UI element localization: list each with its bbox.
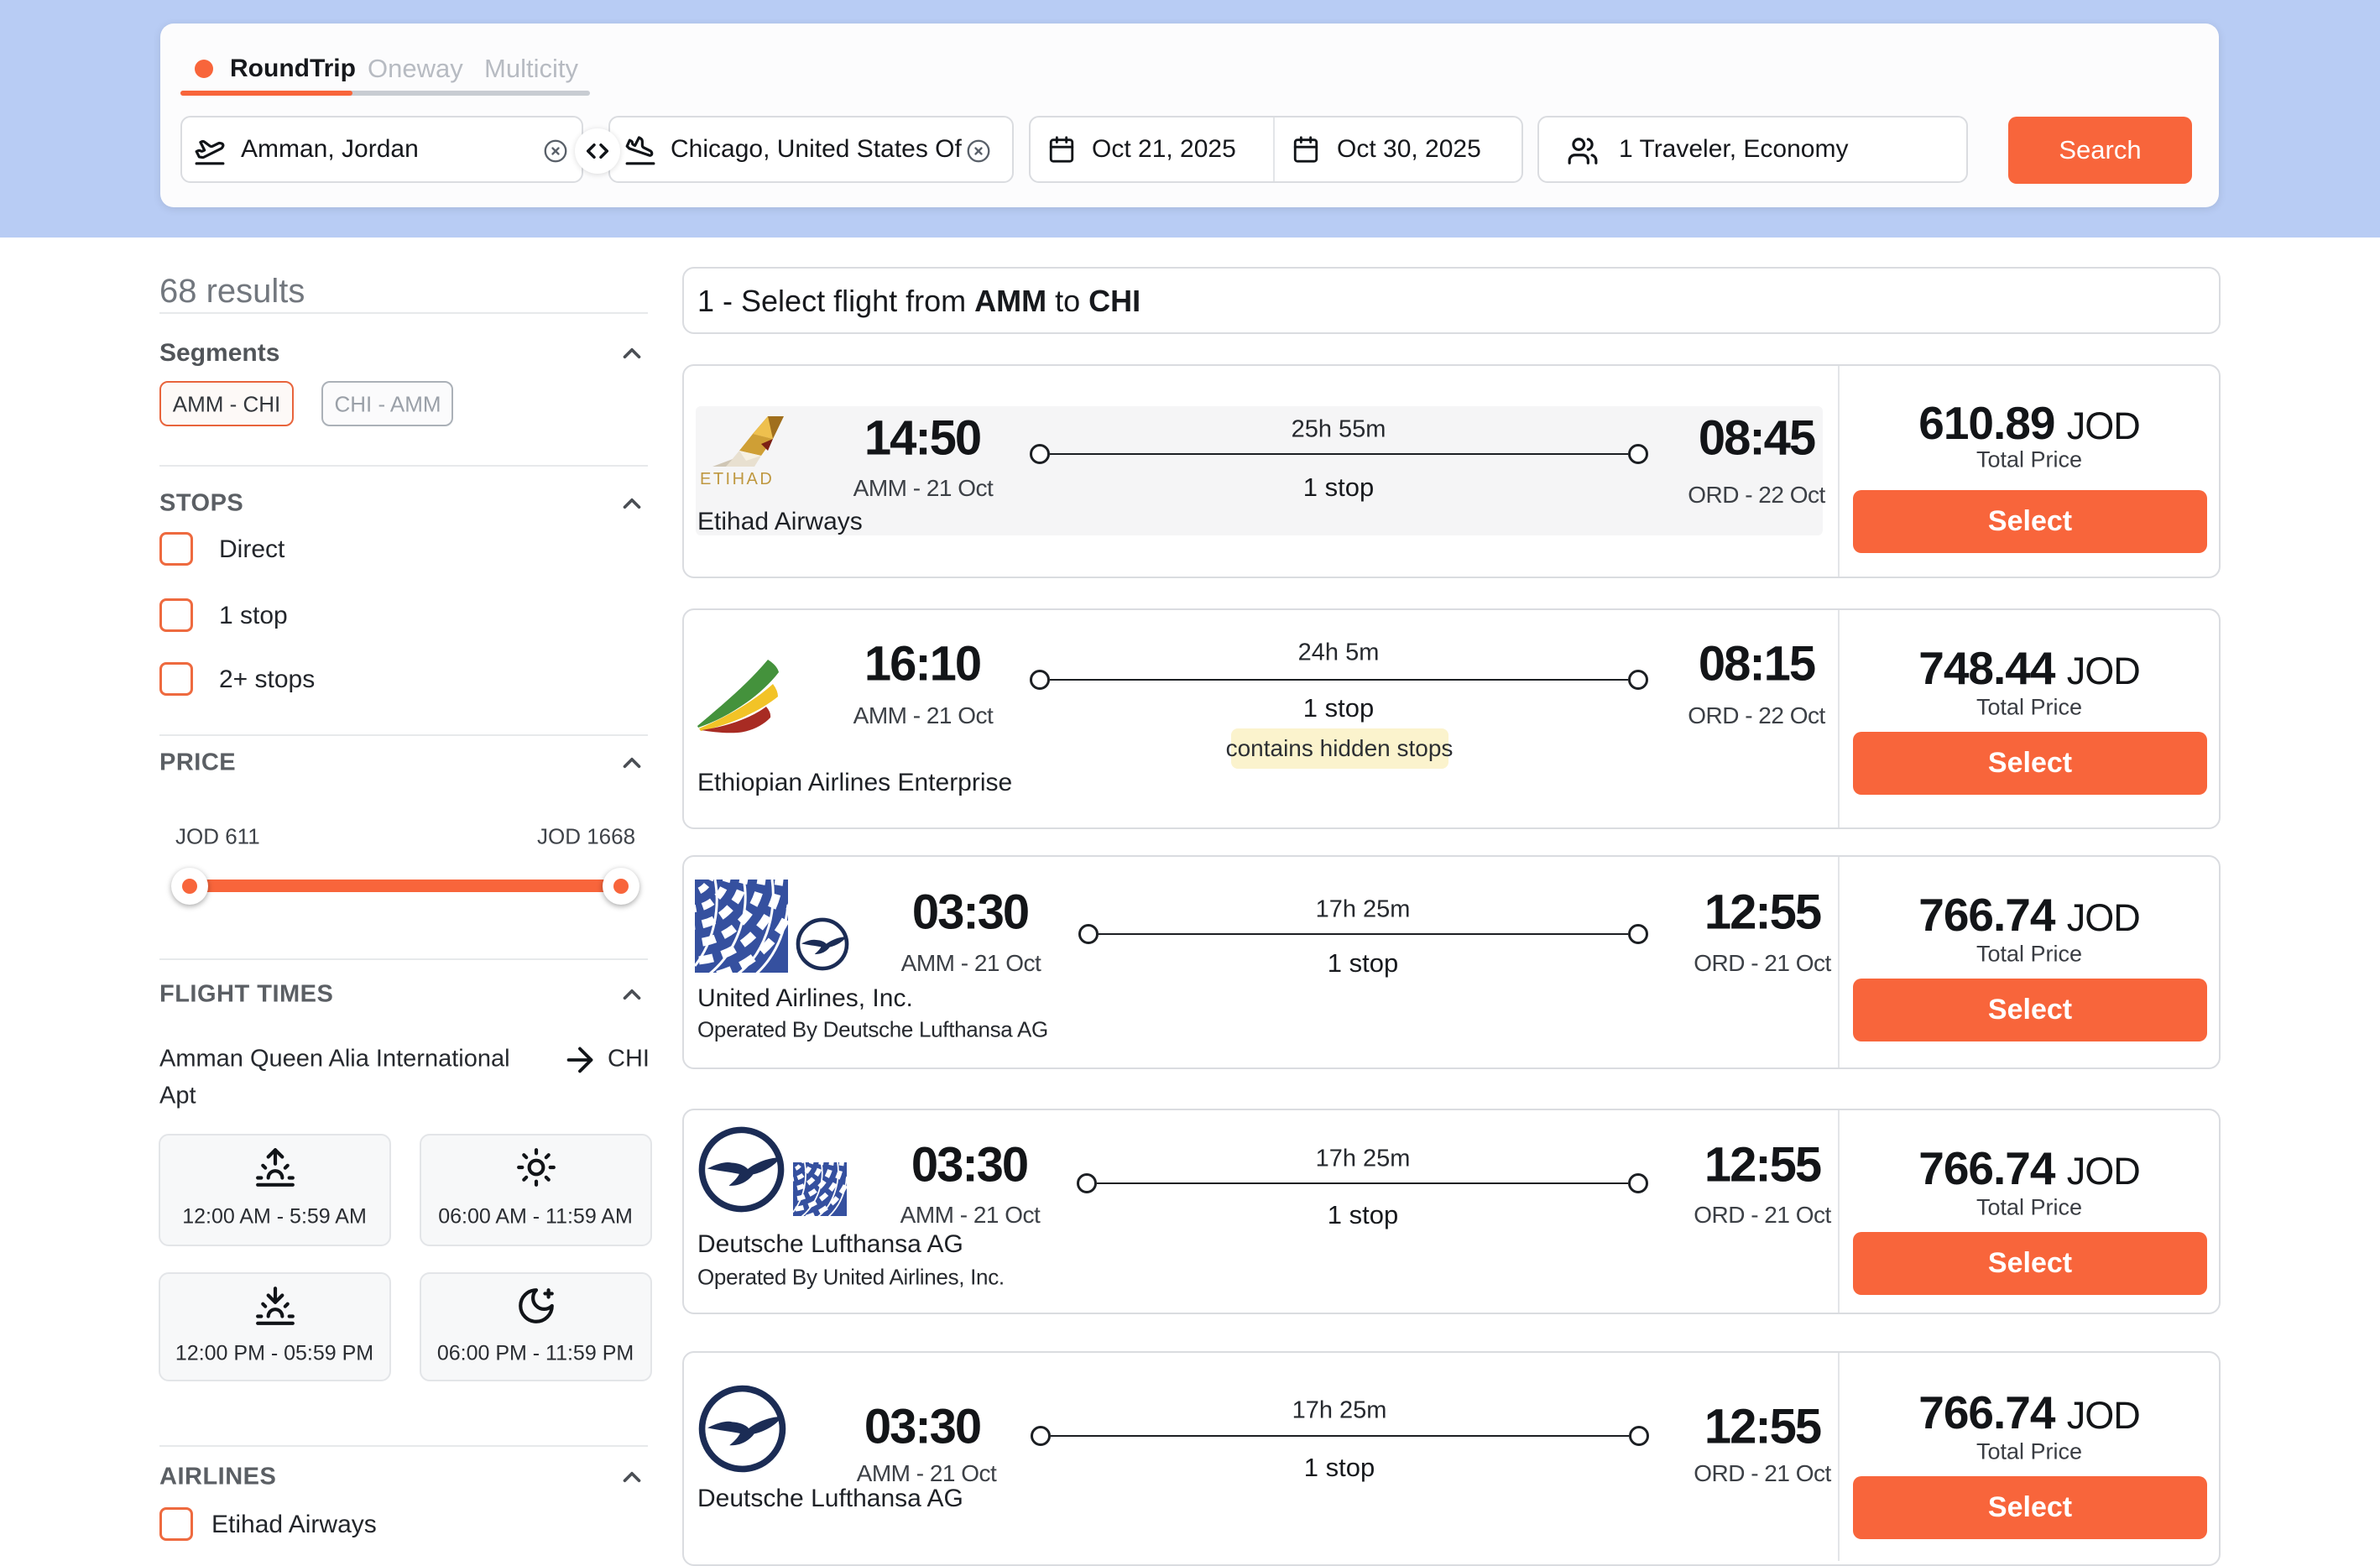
svg-text:ETIHAD: ETIHAD — [700, 470, 774, 488]
